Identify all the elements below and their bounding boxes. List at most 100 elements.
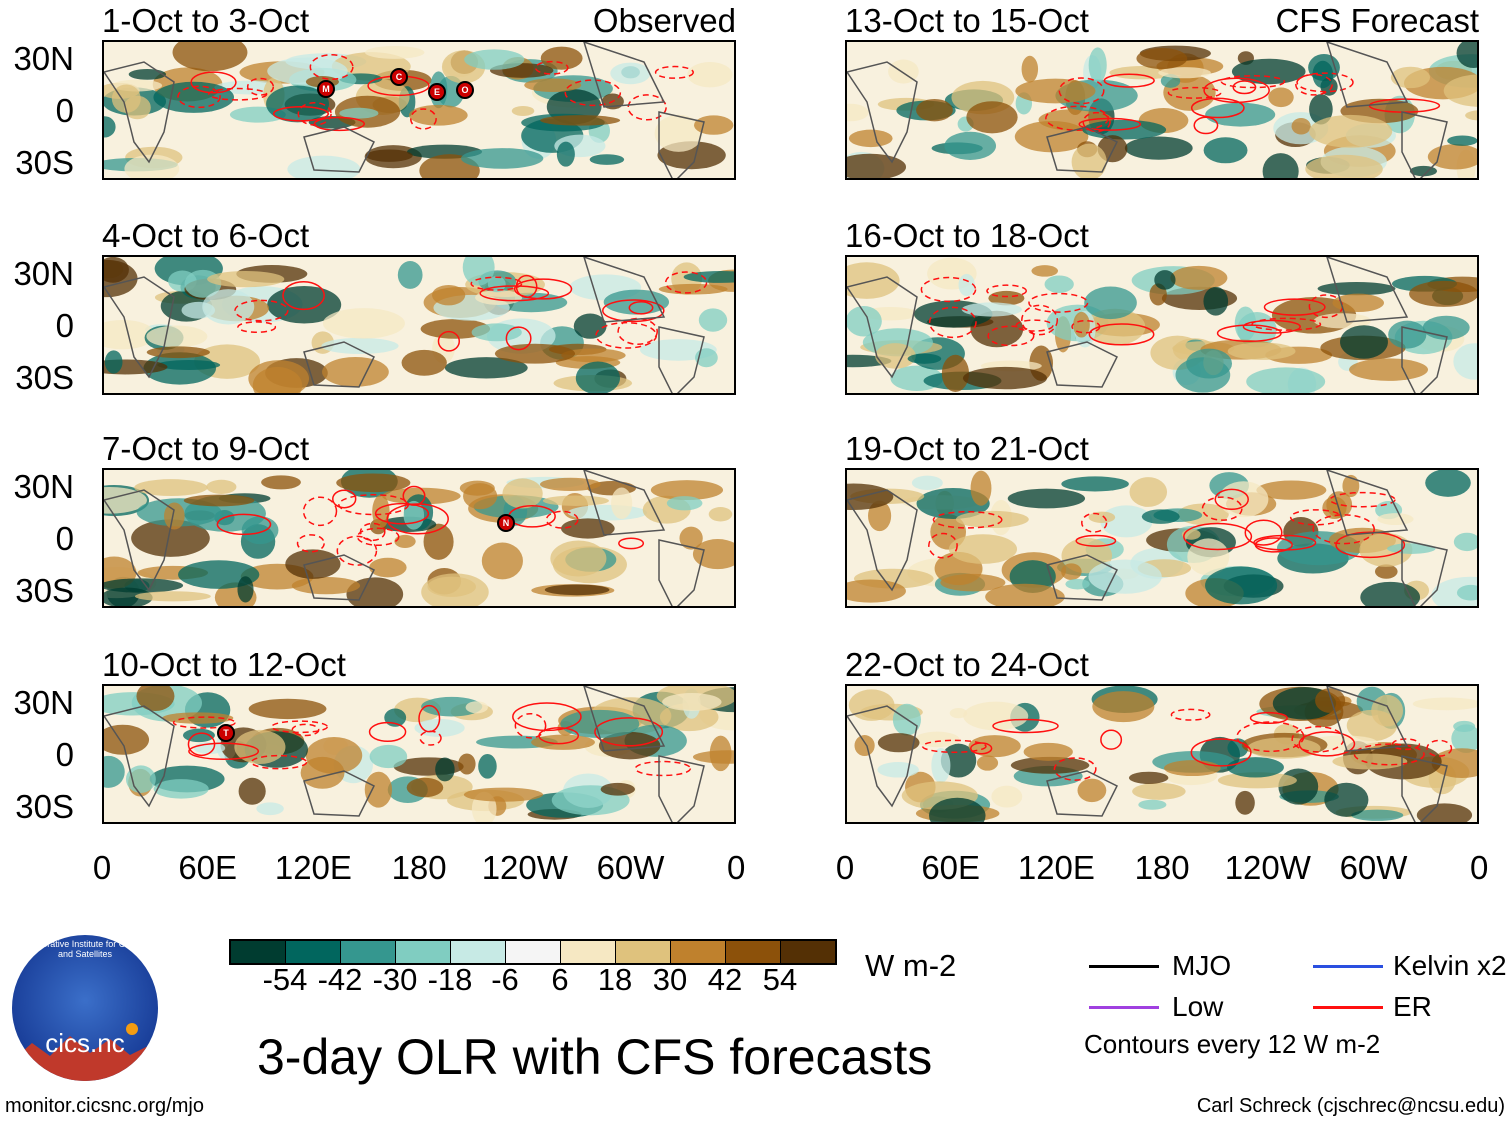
- olr-anomaly-blob: [1007, 488, 1086, 509]
- olr-anomaly-blob: [914, 731, 960, 748]
- olr-anomaly-blob: [687, 61, 733, 88]
- logo-arc-text: Cooperative Institute for Climate and Sa…: [20, 939, 150, 959]
- olr-anomaly-blob: [1291, 117, 1311, 135]
- olr-anomaly-blob: [287, 155, 361, 178]
- olr-anomaly-blob: [1227, 757, 1284, 778]
- olr-anomaly-blob: [1158, 67, 1211, 79]
- olr-anomaly-blob: [868, 500, 892, 532]
- olr-anomaly-blob: [234, 729, 286, 765]
- lat-tick-label: 0: [55, 92, 74, 129]
- olr-anomaly-blob: [1340, 325, 1388, 359]
- olr-anomaly-blob: [365, 46, 425, 59]
- colorbar-tick-label: -6: [491, 962, 519, 997]
- olr-anomaly-blob: [1309, 94, 1333, 125]
- olr-anomaly-blob: [162, 712, 234, 724]
- er-contour: [332, 489, 357, 509]
- olr-anomaly-blob: [266, 85, 330, 123]
- olr-anomaly-blob: [847, 153, 907, 178]
- lon-tick-label: 180: [391, 849, 447, 886]
- panel-title: 22-Oct to 24-Oct: [845, 646, 1089, 683]
- olr-field: [104, 42, 734, 178]
- olr-anomaly-blob: [1021, 55, 1039, 83]
- er-contour: [410, 108, 437, 130]
- olr-anomaly-blob: [183, 494, 255, 507]
- olr-anomaly-blob: [1256, 480, 1327, 500]
- er-contour: [437, 330, 461, 352]
- olr-anomaly-blob: [124, 154, 180, 178]
- coastline: [303, 770, 376, 817]
- colorbar-tick-label: -30: [372, 962, 418, 997]
- olr-anomaly-blob: [1231, 58, 1306, 85]
- olr-anomaly-blob: [708, 507, 733, 522]
- olr-anomaly-blob: [475, 290, 523, 305]
- colorbar-tick-label: 18: [597, 962, 633, 997]
- olr-anomaly-blob: [432, 284, 466, 306]
- er-contour: [1015, 319, 1054, 332]
- olr-anomaly-blob: [285, 549, 341, 579]
- er-contour: [302, 496, 338, 527]
- er-contour: [1335, 531, 1406, 559]
- olr-anomaly-blob: [1015, 78, 1096, 104]
- olr-anomaly-blob: [131, 519, 210, 557]
- er-contour: [992, 718, 1059, 734]
- lon-tick-label: 60E: [178, 849, 238, 886]
- olr-anomaly-blob: [128, 68, 166, 80]
- olr-anomaly-blob: [1313, 313, 1372, 329]
- olr-anomaly-blob: [1205, 566, 1278, 605]
- panel-title: 10-Oct to 12-Oct: [102, 646, 346, 683]
- olr-anomaly-blob: [372, 494, 390, 529]
- olr-anomaly-blob: [1227, 342, 1296, 360]
- olr-anomaly-blob: [940, 573, 1006, 592]
- er-contour: [921, 739, 987, 754]
- olr-anomaly-blob: [573, 313, 607, 339]
- coastline: [1326, 686, 1409, 752]
- olr-anomaly-blob: [694, 115, 734, 135]
- olr-anomaly-blob: [414, 719, 465, 737]
- figure-title: 3-day OLR with CFS forecasts: [257, 1029, 933, 1085]
- olr-anomaly-blob: [104, 350, 123, 374]
- legend-label-low: Low: [1172, 991, 1224, 1022]
- olr-anomaly-blob: [1205, 102, 1276, 127]
- er-contour: [1254, 537, 1293, 553]
- olr-anomaly-blob: [875, 343, 916, 369]
- olr-field: [104, 686, 734, 822]
- olr-anomaly-blob: [1412, 697, 1477, 711]
- legend-label-mjo: MJO: [1172, 950, 1232, 981]
- olr-anomaly-blob: [1453, 343, 1477, 380]
- footer-url[interactable]: monitor.cicsnc.org/mjo: [5, 1095, 204, 1117]
- olr-anomaly-blob: [1088, 47, 1107, 83]
- lon-tick-label: 60E: [921, 849, 981, 886]
- er-contour: [188, 742, 260, 761]
- olr-anomaly-blob: [1203, 286, 1229, 316]
- er-contour: [1312, 514, 1375, 545]
- olr-anomaly-blob: [1268, 87, 1294, 108]
- olr-anomaly-blob: [478, 753, 497, 779]
- olr-anomaly-blob: [877, 733, 920, 753]
- coastline: [104, 276, 175, 379]
- olr-anomaly-blob: [1456, 584, 1477, 601]
- panel-tag: Observed: [592, 2, 736, 39]
- olr-anomaly-blob: [458, 753, 476, 775]
- olr-anomaly-blob: [1351, 809, 1404, 821]
- er-contour: [1203, 77, 1270, 104]
- olr-anomaly-blob: [1349, 358, 1429, 381]
- lon-tick-label: 120W: [481, 849, 568, 886]
- olr-anomaly-blob: [463, 483, 498, 510]
- er-contour: [970, 742, 993, 755]
- olr-anomaly-blob: [1326, 491, 1353, 518]
- coastline: [1046, 554, 1119, 601]
- olr-anomaly-blob: [611, 487, 633, 520]
- panel-title: 16-Oct to 18-Oct: [845, 217, 1089, 254]
- olr-anomaly-blob: [666, 496, 703, 511]
- er-contour: [513, 278, 573, 300]
- olr-anomaly-blob: [365, 149, 413, 162]
- coastline: [1401, 539, 1448, 606]
- coastline: [1401, 326, 1448, 393]
- olr-anomaly-blob: [1170, 265, 1228, 290]
- er-contour: [1170, 708, 1211, 721]
- colorbar-swatch: [561, 941, 616, 963]
- olr-anomaly-blob: [966, 101, 1018, 134]
- lat-tick-label: 30N: [13, 684, 74, 721]
- olr-anomaly-blob: [679, 526, 703, 550]
- colorbar-tick-label: 54: [762, 962, 798, 997]
